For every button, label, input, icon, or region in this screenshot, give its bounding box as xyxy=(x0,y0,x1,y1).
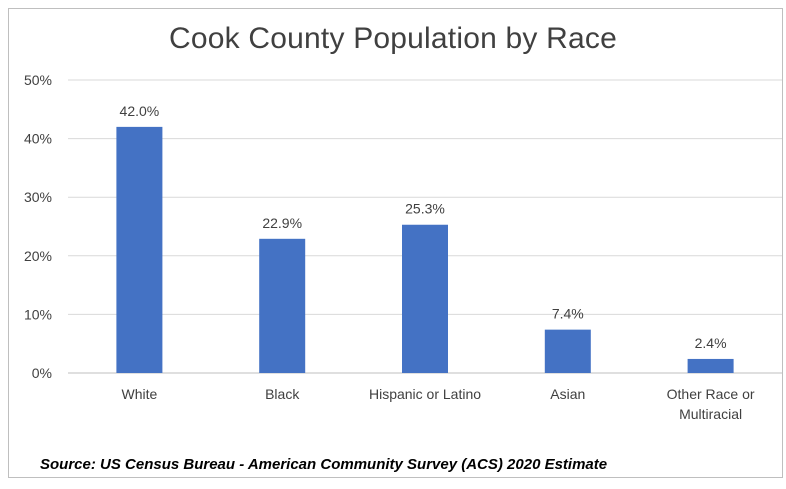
y-tick-label: 20% xyxy=(24,248,52,264)
bar xyxy=(687,358,734,373)
y-tick-label: 50% xyxy=(24,72,52,88)
data-label: 22.9% xyxy=(262,215,302,231)
category-label: Black xyxy=(265,386,300,402)
y-tick-label: 40% xyxy=(24,131,52,147)
data-label: 42.0% xyxy=(120,103,160,119)
category-label: White xyxy=(122,386,158,402)
category-label: Asian xyxy=(550,386,585,402)
y-tick-label: 30% xyxy=(24,189,52,205)
data-label: 2.4% xyxy=(695,335,727,351)
category-label: Hispanic or Latino xyxy=(369,386,481,402)
bar xyxy=(116,126,163,373)
bar xyxy=(402,224,448,373)
category-label: Other Race or Multiracial xyxy=(667,386,755,422)
data-label: 7.4% xyxy=(552,306,584,322)
y-tick-label: 10% xyxy=(24,306,52,322)
y-tick-label: 0% xyxy=(32,365,52,381)
bar xyxy=(259,238,306,373)
chart-title: Cook County Population by Race xyxy=(169,22,617,55)
bar xyxy=(544,329,591,373)
source-note: Source: US Census Bureau - American Comm… xyxy=(40,456,608,473)
data-label: 25.3% xyxy=(405,201,445,217)
